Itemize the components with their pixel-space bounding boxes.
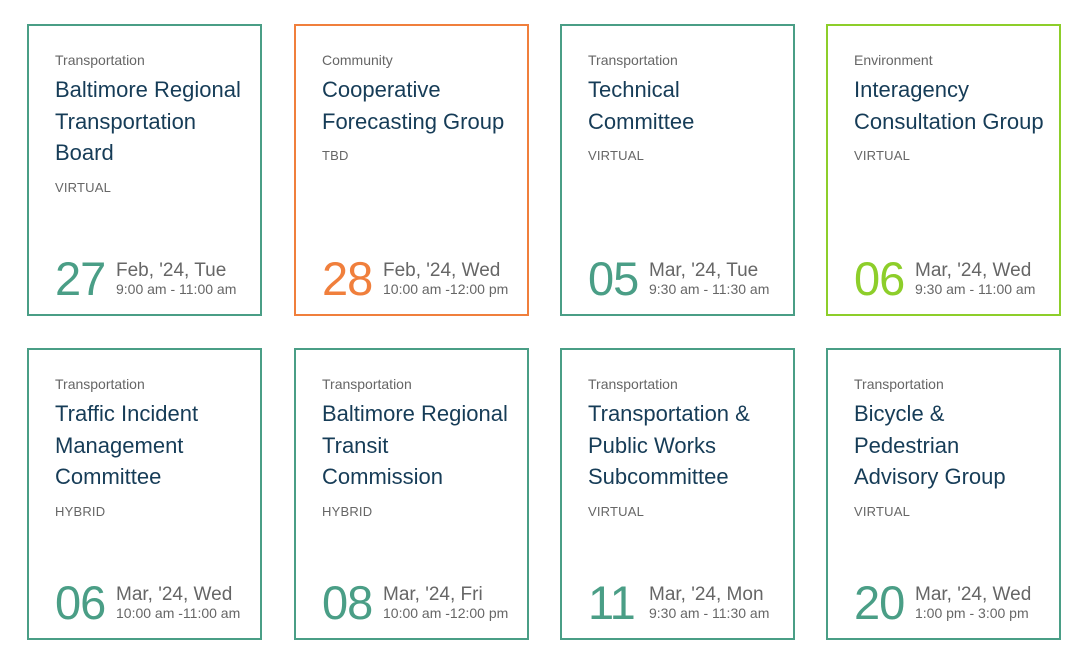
meeting-mode: VIRTUAL bbox=[854, 148, 911, 163]
meeting-card[interactable]: Transportation Baltimore Regional Transi… bbox=[294, 348, 529, 640]
meeting-date: Feb, '24, Wed bbox=[383, 260, 501, 281]
meeting-title[interactable]: Cooperative Forecasting Group bbox=[322, 77, 505, 134]
meeting-mode: VIRTUAL bbox=[55, 179, 112, 195]
meeting-mode: VIRTUAL bbox=[588, 503, 645, 519]
meeting-title[interactable]: Traffic Incident Management Committee bbox=[55, 401, 199, 489]
meeting-date: Feb, '24, Tue bbox=[116, 260, 227, 281]
meeting-title-block: Transportation & Public Works Subcommitt… bbox=[588, 398, 778, 520]
meeting-date: Mar, '24, Mon bbox=[649, 584, 764, 605]
meeting-card[interactable]: Community Cooperative Forecasting Group … bbox=[294, 24, 529, 316]
meeting-datetime: Mar, '24, Wed 9:30 am - 11:00 am bbox=[915, 260, 1035, 298]
meeting-day: 11 bbox=[588, 576, 636, 629]
meeting-day: 08 bbox=[322, 576, 373, 629]
meeting-datetime: Mar, '24, Wed 10:00 am -11:00 am bbox=[116, 584, 240, 622]
meeting-category: Transportation bbox=[55, 52, 145, 68]
meeting-title[interactable]: Interagency Consultation Group bbox=[854, 77, 1044, 134]
meeting-date: Mar, '24, Tue bbox=[649, 260, 759, 281]
meeting-date: Mar, '24, Fri bbox=[383, 584, 483, 605]
meeting-title-block: Cooperative Forecasting Group TBD bbox=[322, 74, 512, 164]
meeting-title[interactable]: Transportation & Public Works Subcommitt… bbox=[588, 401, 750, 489]
meeting-day: 20 bbox=[854, 576, 905, 629]
meeting-mode: TBD bbox=[322, 148, 349, 163]
meeting-title-block: Baltimore Regional Transit Commission HY… bbox=[322, 398, 512, 520]
meeting-datetime: Feb, '24, Wed 10:00 am -12:00 pm bbox=[383, 260, 508, 298]
meeting-datetime: Mar, '24, Tue 9:30 am - 11:30 am bbox=[649, 260, 769, 298]
meeting-time: 9:00 am - 11:00 am bbox=[116, 281, 237, 297]
meeting-card[interactable]: Transportation Technical Committee VIRTU… bbox=[560, 24, 795, 316]
meeting-time: 10:00 am -12:00 pm bbox=[383, 605, 509, 621]
meeting-card[interactable]: Transportation Traffic Incident Manageme… bbox=[27, 348, 262, 640]
meeting-datetime: Mar, '24, Mon 9:30 am - 11:30 am bbox=[649, 584, 769, 622]
meeting-card[interactable]: Transportation Baltimore Regional Transp… bbox=[27, 24, 262, 316]
meeting-day: 06 bbox=[55, 576, 106, 629]
meeting-card[interactable]: Environment Interagency Consultation Gro… bbox=[826, 24, 1061, 316]
meeting-day: 27 bbox=[55, 252, 106, 305]
meeting-title[interactable]: Baltimore Regional Transit Commission bbox=[322, 401, 508, 489]
meeting-mode: VIRTUAL bbox=[588, 148, 645, 163]
meeting-category: Transportation bbox=[588, 52, 678, 68]
meeting-category: Environment bbox=[854, 52, 933, 68]
meeting-time: 10:00 am -11:00 am bbox=[116, 605, 241, 621]
meeting-datetime: Mar, '24, Wed 1:00 pm - 3:00 pm bbox=[915, 584, 1031, 622]
meeting-time: 9:30 am - 11:30 am bbox=[649, 605, 770, 621]
meeting-day: 05 bbox=[588, 252, 639, 305]
meeting-time: 9:30 am - 11:30 am bbox=[649, 281, 770, 297]
meeting-day: 28 bbox=[322, 252, 373, 305]
meeting-title-block: Interagency Consultation Group VIRTUAL bbox=[854, 74, 1044, 164]
meeting-time: 10:00 am -12:00 pm bbox=[383, 281, 509, 297]
meeting-category: Transportation bbox=[854, 376, 944, 392]
meeting-card[interactable]: Transportation Bicycle & Pedestrian Advi… bbox=[826, 348, 1061, 640]
meeting-card[interactable]: Transportation Transportation & Public W… bbox=[560, 348, 795, 640]
meeting-category: Transportation bbox=[322, 376, 412, 392]
meeting-title-block: Technical Committee VIRTUAL bbox=[588, 74, 778, 164]
meeting-mode: HYBRID bbox=[322, 503, 373, 519]
meeting-category: Transportation bbox=[588, 376, 678, 392]
meeting-date: Mar, '24, Wed bbox=[915, 260, 1032, 281]
meeting-title-block: Bicycle & Pedestrian Advisory Group VIRT… bbox=[854, 398, 1044, 520]
meeting-title-block: Baltimore Regional Transportation Board … bbox=[55, 74, 245, 196]
meeting-time: 9:30 am - 11:00 am bbox=[915, 281, 1036, 297]
meeting-date: Mar, '24, Wed bbox=[116, 584, 233, 605]
meeting-mode: VIRTUAL bbox=[854, 503, 911, 519]
meeting-title[interactable]: Baltimore Regional Transportation Board bbox=[55, 77, 241, 165]
meeting-title[interactable]: Bicycle & Pedestrian Advisory Group bbox=[854, 401, 1006, 489]
meeting-category: Community bbox=[322, 52, 393, 68]
meeting-title-block: Traffic Incident Management Committee HY… bbox=[55, 398, 245, 520]
meeting-datetime: Feb, '24, Tue 9:00 am - 11:00 am bbox=[116, 260, 236, 298]
meeting-day: 06 bbox=[854, 252, 905, 305]
meeting-title[interactable]: Technical Committee bbox=[588, 77, 695, 134]
meeting-date: Mar, '24, Wed bbox=[915, 584, 1032, 605]
meeting-category: Transportation bbox=[55, 376, 145, 392]
meeting-mode: HYBRID bbox=[55, 503, 106, 519]
meeting-datetime: Mar, '24, Fri 10:00 am -12:00 pm bbox=[383, 584, 508, 622]
meeting-time: 1:00 pm - 3:00 pm bbox=[915, 605, 1029, 621]
